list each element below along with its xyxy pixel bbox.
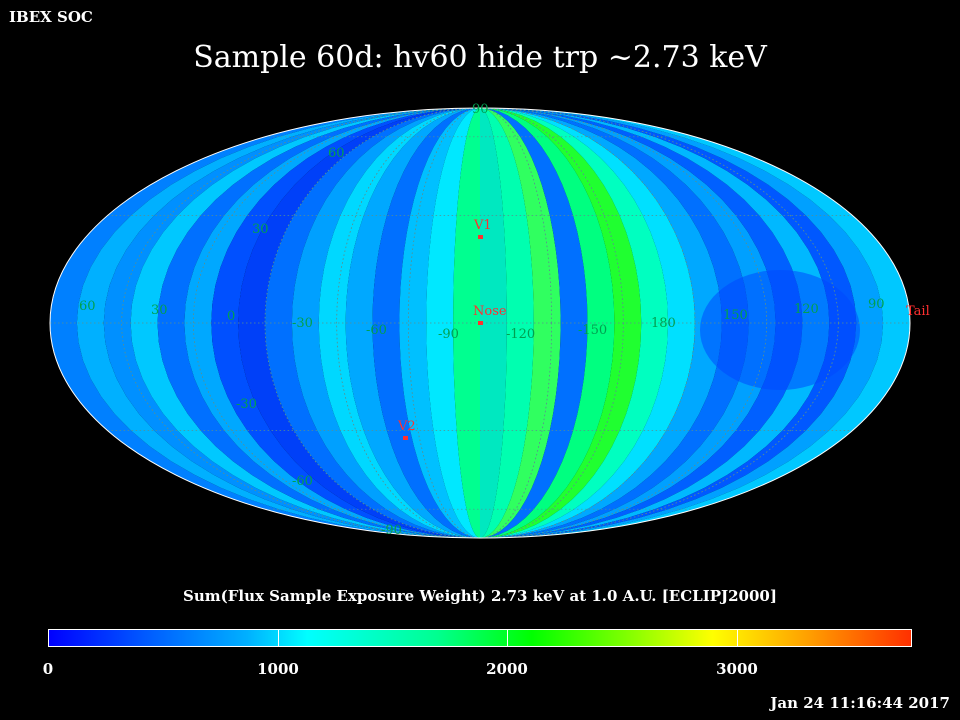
marker-label: V2: [397, 419, 416, 434]
marker-v2: V2: [397, 419, 416, 440]
colorbar-tick: 2000: [486, 660, 528, 678]
colorbar-tick: 3000: [716, 660, 758, 678]
colorbar: [48, 629, 912, 647]
sky-band: [372, 108, 480, 538]
marker-tail: Tail: [906, 304, 930, 319]
colorbar-tick: 0: [42, 660, 54, 678]
sky-band: [291, 108, 480, 538]
sky-patch: [700, 270, 860, 390]
lon-label: 60: [79, 299, 96, 314]
plot-title: Sample 60d: hv60 hide trp ~2.73 keV: [193, 40, 767, 75]
lon-label: 150: [723, 308, 748, 323]
lat-label: 60: [328, 146, 345, 161]
sky-map: 60 30 -30 -60 -90 90 60 30 0 -30 -60 -90…: [49, 102, 930, 539]
marker-v1: V1: [473, 218, 492, 239]
lat-label: -90: [381, 523, 402, 538]
meridian-line: [264, 108, 696, 538]
sky-band: [318, 108, 480, 538]
meridian-line: [336, 108, 624, 538]
lon-label: 30: [151, 303, 168, 318]
lat-label: 90: [472, 102, 489, 117]
org-label: IBEX SOC: [9, 8, 93, 26]
meridian-line: [121, 108, 839, 538]
lon-label: 180: [651, 316, 676, 331]
lon-label: -60: [366, 323, 387, 338]
colorbar-tick: 1000: [257, 660, 299, 678]
lat-label: 30: [252, 222, 269, 237]
meridian-line: [407, 108, 553, 538]
timestamp: Jan 24 11:16:44 2017: [770, 694, 950, 712]
lon-label: 0: [227, 309, 235, 324]
marker-label: Nose: [473, 304, 507, 319]
lon-label: -120: [506, 327, 535, 342]
sky-band: [399, 108, 480, 538]
lon-label: -90: [438, 327, 459, 342]
marker-label: Tail: [906, 304, 930, 319]
lon-label: -150: [578, 323, 607, 338]
lon-label: 120: [794, 302, 819, 317]
meridian-line: [192, 108, 768, 538]
colorbar-title: Sum(Flux Sample Exposure Weight) 2.73 ke…: [183, 587, 777, 605]
marker-label: V1: [473, 218, 492, 233]
lat-label: -60: [292, 474, 313, 489]
lon-label: -30: [292, 316, 313, 331]
lat-label: -30: [236, 397, 257, 412]
marker-nose: Nose: [473, 304, 507, 325]
lon-label: 90: [868, 297, 885, 312]
sky-band: [345, 108, 480, 538]
